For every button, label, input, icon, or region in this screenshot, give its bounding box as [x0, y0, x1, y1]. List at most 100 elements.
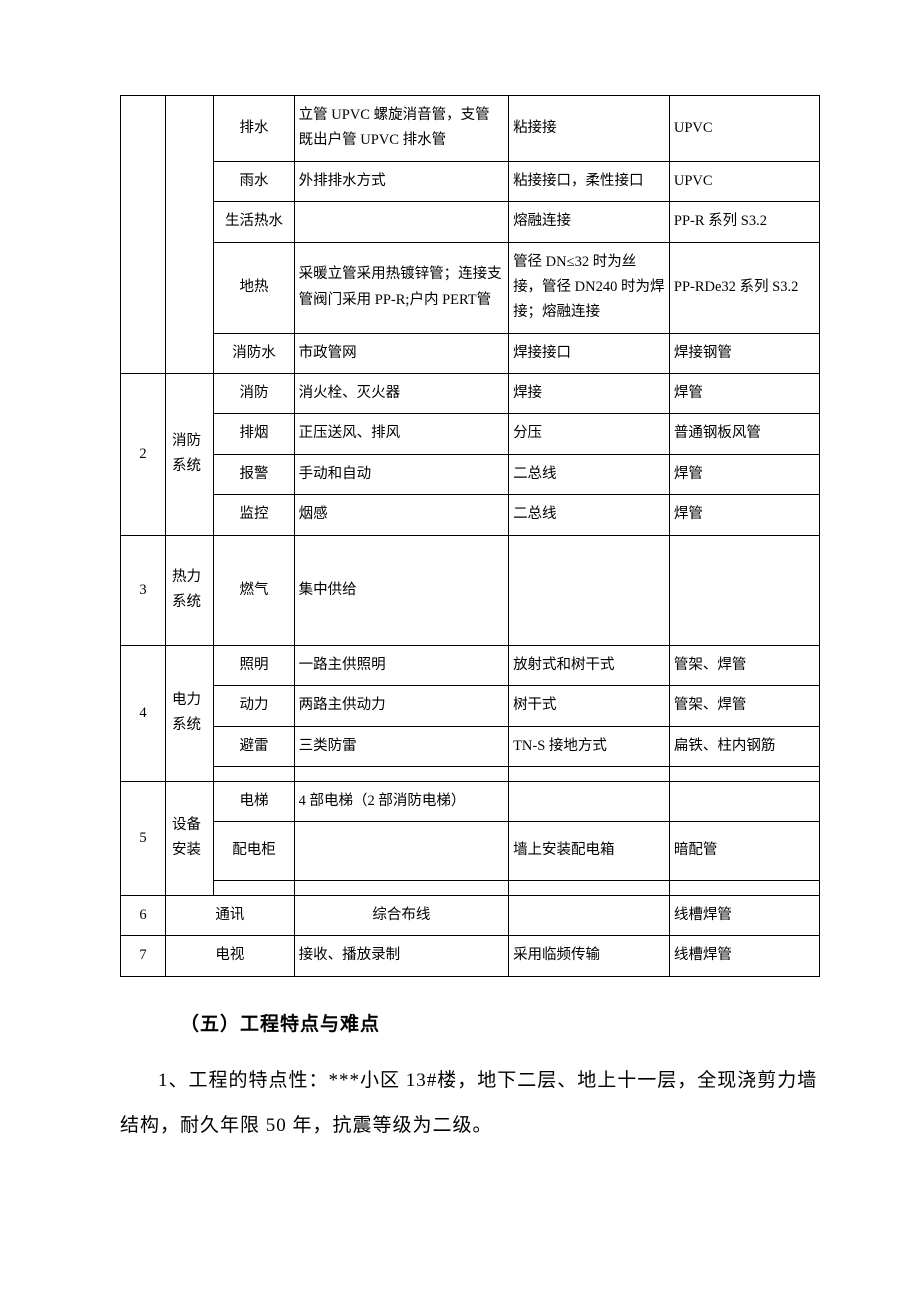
table-row: 5 设备安装 电梯 4 部电梯（2 部消防电梯）	[121, 782, 820, 822]
cell-sub: 通讯	[166, 895, 295, 935]
cell-mat	[669, 767, 819, 782]
cell-desc: 烟感	[294, 495, 508, 535]
cell-mat: 线槽焊管	[669, 895, 819, 935]
cell-conn	[509, 535, 670, 645]
cell-conn: 墙上安装配电箱	[509, 822, 670, 880]
cell-mat: PP-RDe32 系列 S3.2	[669, 242, 819, 333]
cell-mat	[669, 535, 819, 645]
table-row: 排烟 正压送风、排风 分压 普通钢板风管	[121, 414, 820, 454]
cell-mat: UPVC	[669, 161, 819, 201]
cell-system: 设备安装	[166, 782, 214, 896]
systems-table: 排水 立管 UPVC 螺旋消音管，支管既出户管 UPVC 排水管 粘接接 UPV…	[120, 95, 820, 977]
body-paragraph: 1、工程的特点性：***小区 13#楼，地下二层、地上十一层，全现浇剪力墙结构，…	[120, 1058, 820, 1149]
cell-system: 消防系统	[166, 374, 214, 536]
cell-mat: 焊接钢管	[669, 333, 819, 373]
cell-sub: 排水	[214, 96, 294, 162]
table-row: 7 电视 接收、播放录制 采用临频传输 线槽焊管	[121, 936, 820, 976]
cell-sub	[214, 767, 294, 782]
table-row	[121, 767, 820, 782]
cell-mat: 普通钢板风管	[669, 414, 819, 454]
cell-conn: 熔融连接	[509, 202, 670, 242]
cell-sub: 照明	[214, 645, 294, 685]
cell-desc: 消火栓、灭火器	[294, 374, 508, 414]
table-row: 地热 采暖立管采用热镀锌管；连接支管阀门采用 PP-R;户内 PERT管 管径 …	[121, 242, 820, 333]
cell-system: 电力系统	[166, 645, 214, 781]
cell-conn: 树干式	[509, 686, 670, 726]
cell-sub: 排烟	[214, 414, 294, 454]
cell-desc: 接收、播放录制	[294, 936, 508, 976]
cell-system: 热力系统	[166, 535, 214, 645]
cell-num: 2	[121, 374, 166, 536]
cell-mat	[669, 880, 819, 895]
cell-desc: 外排排水方式	[294, 161, 508, 201]
table-row: 生活热水 熔融连接 PP-R 系列 S3.2	[121, 202, 820, 242]
cell-sub: 避雷	[214, 726, 294, 766]
cell-sub	[214, 880, 294, 895]
cell-sub: 配电柜	[214, 822, 294, 880]
cell-desc: 市政管网	[294, 333, 508, 373]
cell-conn: 放射式和树干式	[509, 645, 670, 685]
cell-conn: 二总线	[509, 454, 670, 494]
cell-desc: 三类防雷	[294, 726, 508, 766]
cell-sub: 报警	[214, 454, 294, 494]
cell-sub: 生活热水	[214, 202, 294, 242]
table-row: 4 电力系统 照明 一路主供照明 放射式和树干式 管架、焊管	[121, 645, 820, 685]
cell-conn: 采用临频传输	[509, 936, 670, 976]
section-heading: （五）工程特点与难点	[180, 1009, 820, 1036]
cell-conn: 焊接接口	[509, 333, 670, 373]
page: 排水 立管 UPVC 螺旋消音管，支管既出户管 UPVC 排水管 粘接接 UPV…	[0, 0, 920, 1249]
cell-desc: 一路主供照明	[294, 645, 508, 685]
cell-sub: 电梯	[214, 782, 294, 822]
cell-mat	[669, 782, 819, 822]
cell-mat: 焊管	[669, 454, 819, 494]
cell-conn: TN-S 接地方式	[509, 726, 670, 766]
cell-sub: 燃气	[214, 535, 294, 645]
cell-sub: 雨水	[214, 161, 294, 201]
cell-desc	[294, 822, 508, 880]
cell-mat: 焊管	[669, 495, 819, 535]
cell-mat: 线槽焊管	[669, 936, 819, 976]
cell-num	[121, 96, 166, 374]
cell-system	[166, 96, 214, 374]
table-row: 动力 两路主供动力 树干式 管架、焊管	[121, 686, 820, 726]
cell-conn: 粘接接	[509, 96, 670, 162]
cell-mat: 扁铁、柱内钢筋	[669, 726, 819, 766]
cell-desc: 两路主供动力	[294, 686, 508, 726]
cell-desc: 集中供给	[294, 535, 508, 645]
table-row: 排水 立管 UPVC 螺旋消音管，支管既出户管 UPVC 排水管 粘接接 UPV…	[121, 96, 820, 162]
table-row: 6 通讯 综合布线 线槽焊管	[121, 895, 820, 935]
cell-num: 3	[121, 535, 166, 645]
cell-num: 4	[121, 645, 166, 781]
cell-desc	[294, 202, 508, 242]
cell-desc: 手动和自动	[294, 454, 508, 494]
cell-sub: 消防	[214, 374, 294, 414]
cell-sub: 动力	[214, 686, 294, 726]
table-row: 报警 手动和自动 二总线 焊管	[121, 454, 820, 494]
cell-num: 6	[121, 895, 166, 935]
cell-sub: 监控	[214, 495, 294, 535]
cell-conn	[509, 782, 670, 822]
table-row: 消防水 市政管网 焊接接口 焊接钢管	[121, 333, 820, 373]
table-row: 避雷 三类防雷 TN-S 接地方式 扁铁、柱内钢筋	[121, 726, 820, 766]
cell-desc: 正压送风、排风	[294, 414, 508, 454]
cell-mat: 管架、焊管	[669, 645, 819, 685]
table-row	[121, 880, 820, 895]
cell-conn: 分压	[509, 414, 670, 454]
cell-sub: 地热	[214, 242, 294, 333]
table-row: 2 消防系统 消防 消火栓、灭火器 焊接 焊管	[121, 374, 820, 414]
table-row: 监控 烟感 二总线 焊管	[121, 495, 820, 535]
cell-mat: UPVC	[669, 96, 819, 162]
cell-mat: 管架、焊管	[669, 686, 819, 726]
table-row: 雨水 外排排水方式 粘接接口，柔性接口 UPVC	[121, 161, 820, 201]
table-row: 3 热力系统 燃气 集中供给	[121, 535, 820, 645]
cell-mat: 焊管	[669, 374, 819, 414]
cell-num: 5	[121, 782, 166, 896]
cell-conn	[509, 767, 670, 782]
cell-sub: 消防水	[214, 333, 294, 373]
cell-desc	[294, 880, 508, 895]
table-row: 配电柜 墙上安装配电箱 暗配管	[121, 822, 820, 880]
cell-conn	[509, 895, 670, 935]
cell-desc: 综合布线	[294, 895, 508, 935]
cell-conn	[509, 880, 670, 895]
cell-mat: 暗配管	[669, 822, 819, 880]
